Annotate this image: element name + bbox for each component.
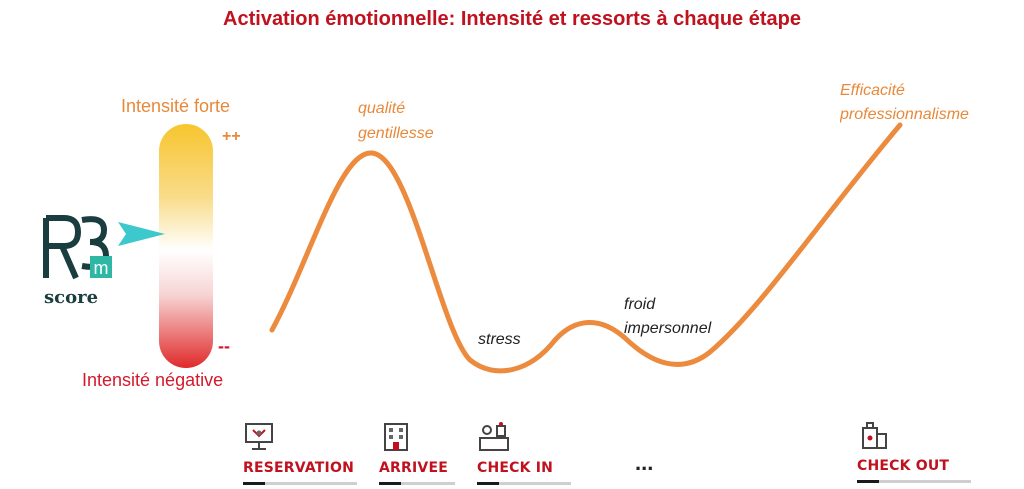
stage-check-out: CHECK OUT: [857, 412, 973, 487]
annotation-peak2-line1: Efficacité: [840, 82, 905, 99]
stage-check-in: CHECK IN: [477, 414, 572, 489]
annotation-trough-stress: stress: [478, 331, 521, 348]
stage-reservation: RESERVATION: [243, 414, 361, 489]
stage-label: CHECK OUT: [857, 458, 950, 474]
r3m-logo: m: [40, 212, 120, 307]
emotion-curve: [269, 122, 903, 374]
luggage-icon: [857, 418, 891, 452]
reception-desk-icon: [477, 420, 511, 454]
logo-caption: score: [44, 287, 99, 308]
gauge-top-label: Intensité forte: [121, 96, 231, 116]
stage-label: ARRIVEE: [379, 460, 448, 476]
gauge-minus-mark: --: [218, 336, 230, 356]
stage-progress-bar: [243, 482, 357, 485]
more-stages-ellipsis: ...: [635, 450, 654, 475]
annotation-hump-line1: froid: [624, 296, 656, 313]
stage-label: RESERVATION: [243, 460, 354, 476]
stage-arrivee: ARRIVEE: [379, 414, 459, 489]
stage-progress-bar: [379, 482, 455, 485]
intensity-gauge: [159, 124, 213, 368]
stage-progress-bar: [477, 482, 571, 485]
stage-progress-bar: [857, 480, 971, 483]
gauge-bottom-label: Intensité négative: [82, 370, 224, 390]
page-title: Activation émotionnelle: Intensité et re…: [223, 8, 801, 30]
annotation-hump-line2: impersonnel: [624, 320, 712, 337]
computer-booking-icon: [243, 420, 277, 454]
hotel-building-icon: [379, 420, 413, 454]
gauge-plus-mark: ++: [222, 128, 241, 145]
annotation-peak1-line2: gentillesse: [358, 125, 434, 142]
annotation-peak2-line2: professionnalisme: [840, 106, 969, 123]
annotation-peak1-line1: qualité: [358, 100, 406, 117]
stage-label: CHECK IN: [477, 460, 554, 476]
gauge-marker-arrow-icon: [118, 222, 165, 246]
logo-subscript: m: [94, 258, 109, 278]
